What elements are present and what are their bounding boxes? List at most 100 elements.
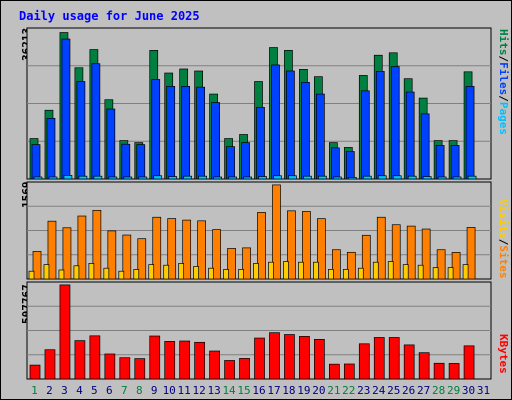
kbytes-bar [284, 334, 295, 380]
files-bar [435, 145, 445, 180]
visits-bar [342, 269, 349, 280]
files-bar [241, 142, 250, 180]
kbytes-bar [433, 362, 445, 380]
visits-bar [148, 264, 155, 280]
sites-bar [137, 238, 147, 280]
visits-bar [268, 261, 274, 280]
day-tick-label: 25 [387, 384, 400, 397]
visits-bar [313, 261, 319, 280]
kbytes-bar [269, 332, 280, 380]
files-bar [390, 66, 400, 180]
day-tick-label: 21 [327, 384, 340, 397]
day-tick-label: 20 [312, 384, 325, 397]
files-bar [360, 90, 370, 180]
visits-bar [417, 264, 424, 280]
sites-bar [257, 212, 266, 280]
pages-bar [407, 175, 417, 180]
files-bar [256, 107, 265, 180]
pages-bar [422, 176, 432, 180]
visits-bar [193, 266, 199, 280]
visits-bar [118, 270, 125, 280]
files-bar [91, 63, 101, 180]
pages-bar [48, 176, 58, 180]
kbytes-bar [104, 353, 116, 380]
day-tick-label: 1 [31, 384, 38, 397]
files-bar [286, 70, 295, 180]
sites-bar [152, 216, 162, 280]
visits-bar [357, 267, 364, 280]
sites-bar [287, 210, 296, 280]
sites-bar [62, 227, 72, 280]
kbytes-bar [209, 350, 220, 380]
visits-bar [103, 267, 110, 280]
day-tick-label: 31 [477, 384, 490, 397]
files-bar [31, 144, 41, 180]
day-tick-label: 6 [106, 384, 113, 397]
visits-bar [402, 264, 409, 280]
pages-bar [273, 175, 282, 180]
kbytes-bar [418, 352, 430, 380]
day-tick-label: 9 [151, 384, 158, 397]
pages-bar [138, 176, 148, 180]
sites-bar [346, 251, 356, 280]
files-bar [450, 145, 460, 180]
day-tick-label: 3 [61, 384, 68, 397]
sites-bar [436, 249, 446, 280]
kbytes-bar [343, 363, 355, 380]
visits-bar [238, 269, 244, 280]
files-bar [301, 81, 310, 180]
day-tick-label: 16 [252, 384, 265, 397]
sites-bar [376, 216, 386, 280]
sites-bar [361, 234, 371, 280]
files-bar [181, 86, 191, 180]
pages-bar [123, 176, 133, 180]
pages-bar [452, 176, 462, 180]
visits-bar [73, 265, 80, 280]
day-tick-label: 7 [121, 384, 128, 397]
sites-bar [167, 218, 177, 280]
files-bar [106, 108, 116, 180]
kbytes-bar [59, 284, 71, 380]
files-bar [405, 91, 415, 180]
day-tick-label: 23 [357, 384, 370, 397]
sites-bar [451, 252, 461, 280]
day-tick-label: 18 [282, 384, 295, 397]
visits-bar [298, 261, 304, 280]
visits-bar [372, 261, 379, 280]
kbytes-bar [463, 345, 475, 380]
pages-bar [78, 175, 88, 180]
kbytes-bar [179, 340, 191, 380]
sites-bar [332, 249, 341, 280]
kbytes-bar [358, 343, 370, 380]
files-bar [271, 64, 280, 180]
kbytes-bar [373, 337, 385, 380]
pages-bar [467, 175, 477, 180]
files-bar [166, 86, 176, 180]
kbytes-bar [299, 336, 310, 380]
kbytes-bar [134, 358, 146, 380]
files-bar [196, 86, 205, 180]
sites-bar [47, 220, 57, 280]
chart-title: Daily usage for June 2025 [19, 9, 200, 23]
files-bar [331, 147, 340, 180]
pages-bar [437, 176, 447, 180]
pages-bar [377, 175, 387, 180]
files-bar [61, 38, 71, 180]
kbytes-bar [164, 341, 176, 380]
pages-bar [63, 175, 73, 180]
day-tick-label: 14 [222, 384, 236, 397]
day-tick-label: 15 [237, 384, 250, 397]
kbytes-bar [254, 337, 265, 380]
day-tick-label: 19 [297, 384, 310, 397]
day-tick-label: 17 [267, 384, 280, 397]
files-bar [46, 117, 56, 180]
sites-bar [212, 229, 221, 280]
pages-bar [362, 175, 372, 180]
pages-bar [213, 176, 222, 180]
sites-bar [272, 184, 281, 280]
day-tick-label: 30 [462, 384, 475, 397]
pages-bar [153, 175, 163, 180]
visits-bar [328, 269, 334, 280]
day-tick-label: 22 [342, 384, 355, 397]
